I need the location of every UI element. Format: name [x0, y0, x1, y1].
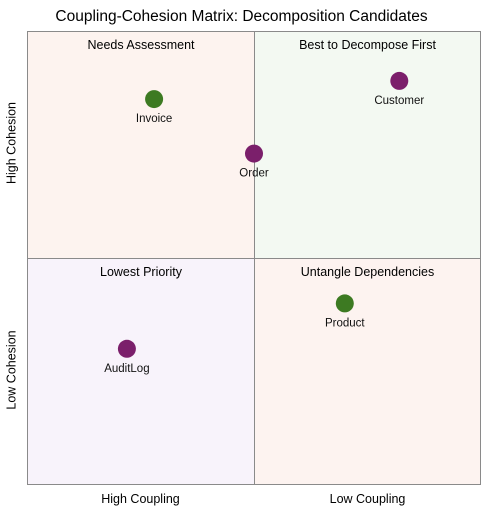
point-order: [245, 144, 263, 163]
point-label-order: Order: [239, 168, 269, 180]
quadrant-lowest-priority: Lowest Priority: [27, 258, 255, 485]
quadrant-label-lowest-priority: Lowest Priority: [100, 265, 182, 279]
quadrant-untangle-dependencies: Untangle Dependencies: [254, 258, 481, 485]
quadrant-best-to-decompose-first: Best to Decompose First: [254, 31, 481, 259]
point-auditlog: [117, 339, 136, 358]
point-label-product: Product: [325, 317, 365, 329]
quadrant-label-untangle-dependencies: Untangle Dependencies: [300, 265, 435, 279]
point-label-auditlog: AuditLog: [104, 363, 149, 375]
point-customer: [390, 71, 409, 90]
point-label-invoice: Invoice: [136, 113, 172, 125]
quadrant-grid: Needs Assessment Best to Decompose First…: [27, 31, 481, 485]
point-invoice: [145, 90, 164, 109]
point-product: [335, 294, 354, 313]
quadrant-label-needs-assessment: Needs Assessment: [87, 38, 195, 52]
x-axis-label-high-coupling: High Coupling: [101, 492, 180, 506]
quadrant-label-best-to-decompose-first: Best to Decompose First: [299, 38, 436, 52]
point-label-customer: Customer: [374, 95, 424, 107]
x-axis-label-low-coupling: Low Coupling: [329, 492, 406, 506]
chart-title: Coupling-Cohesion Matrix: Decomposition …: [55, 8, 428, 25]
